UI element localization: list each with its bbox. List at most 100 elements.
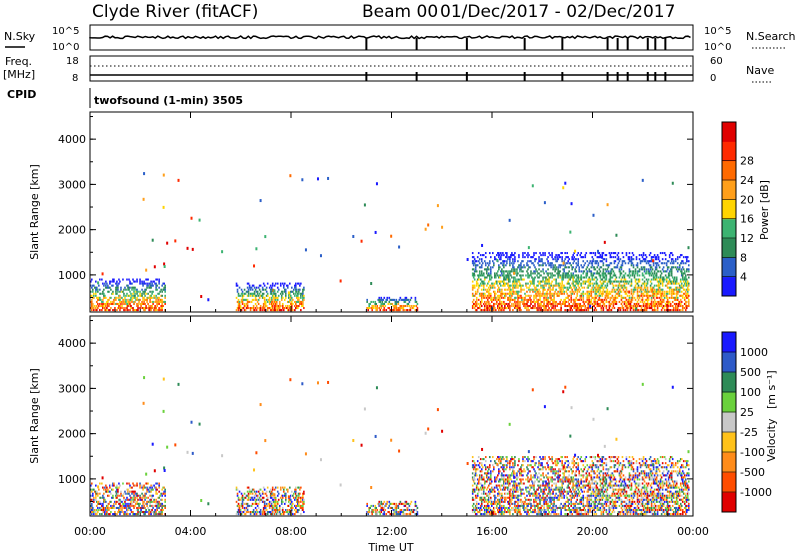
power-echo-cell bbox=[655, 290, 658, 293]
power-echo-cell bbox=[560, 264, 562, 267]
velocity-echo-cell bbox=[116, 500, 118, 503]
power-echo-cell bbox=[596, 302, 599, 305]
power-echo-cell bbox=[510, 298, 512, 301]
power-echo-cell bbox=[564, 302, 566, 305]
velocity-echo-cell bbox=[294, 488, 296, 491]
velocity-echo-cell bbox=[262, 500, 265, 503]
velocity-echo-cell bbox=[247, 511, 250, 514]
velocity-echo-cell bbox=[104, 486, 106, 489]
power-echo-cell bbox=[523, 304, 525, 308]
power-echo-cell bbox=[670, 282, 673, 285]
power-echo-cell bbox=[487, 268, 490, 271]
power-echo-cell bbox=[115, 302, 117, 305]
power-echo-cell bbox=[675, 288, 678, 291]
power-echo-cell bbox=[573, 276, 576, 279]
velocity-echo-cell bbox=[249, 511, 252, 514]
velocity-echo-cell bbox=[481, 486, 484, 489]
power-echo-cell bbox=[599, 266, 602, 269]
power-echo-cell bbox=[628, 252, 631, 255]
power-echo-cell bbox=[506, 282, 508, 285]
velocity-echo-cell bbox=[472, 498, 475, 501]
power-echo-cell bbox=[495, 280, 497, 283]
velocity-echo-cell bbox=[114, 502, 116, 505]
power-echo-cell bbox=[522, 254, 524, 257]
power-echo-cell bbox=[273, 300, 276, 303]
power-echo-cell bbox=[535, 286, 537, 289]
power-echo-cell bbox=[510, 290, 512, 293]
velocity-echo-cell bbox=[90, 504, 92, 507]
power-echo-cell bbox=[676, 262, 679, 265]
power-echo-cell bbox=[546, 278, 548, 281]
velocity-echo-cell bbox=[249, 492, 252, 495]
freq-panel-frame bbox=[89, 55, 694, 82]
power-echo-cell bbox=[409, 307, 412, 310]
power-echo-cell bbox=[513, 280, 515, 283]
power-echo-cell bbox=[565, 300, 567, 303]
power-echo-cell bbox=[300, 292, 302, 295]
power-echo-cell bbox=[642, 266, 645, 269]
power-echo-cell bbox=[553, 292, 555, 295]
power-echo-cell bbox=[534, 272, 536, 275]
power-echo-cell bbox=[488, 294, 491, 297]
velocity-echo-cell bbox=[99, 500, 101, 503]
power-echo-cell bbox=[276, 296, 279, 299]
velocity-echo-cell bbox=[471, 504, 474, 507]
velocity-echo-cell bbox=[271, 502, 274, 505]
power-echo-point bbox=[496, 258, 499, 262]
power-echo-cell bbox=[520, 268, 522, 271]
power-echo-cell bbox=[152, 280, 154, 283]
power-echo-cell bbox=[603, 298, 606, 301]
power-echo-cell bbox=[536, 288, 538, 291]
power-echo-cell bbox=[561, 258, 563, 261]
velocity-echo-cell bbox=[272, 496, 275, 499]
power-echo-cell bbox=[657, 258, 660, 261]
power-echo-cell bbox=[601, 254, 604, 257]
power-echo-cell bbox=[685, 284, 688, 287]
power-echo-cell bbox=[590, 290, 593, 293]
power-echo-cell bbox=[525, 304, 527, 308]
power-echo-cell bbox=[563, 268, 565, 271]
power-echo-cell bbox=[281, 307, 284, 310]
power-echo-cell bbox=[514, 298, 516, 301]
velocity-echo-cell bbox=[93, 511, 95, 514]
power-echo-cell bbox=[636, 294, 639, 297]
velocity-echo-cell bbox=[472, 464, 475, 467]
velocity-echo-cell bbox=[239, 498, 242, 501]
power-echo-cell bbox=[146, 282, 148, 285]
power-echo-cell bbox=[674, 298, 677, 301]
power-echo-cell bbox=[623, 284, 626, 287]
velocity-echo-cell bbox=[475, 500, 478, 503]
velocity-echo-cell bbox=[263, 500, 266, 503]
power-echo-cell bbox=[573, 304, 576, 308]
power-echo-cell bbox=[542, 252, 544, 255]
power-echo-cell bbox=[115, 298, 117, 301]
power-echo-cell bbox=[236, 288, 239, 291]
power-echo-cell bbox=[164, 288, 166, 291]
power-echo-cell bbox=[500, 252, 502, 255]
velocity-echo-cell bbox=[93, 513, 95, 516]
velocity-echo-cell bbox=[137, 508, 139, 512]
velocity-echo-cell bbox=[276, 486, 279, 489]
power-echo-cell bbox=[652, 286, 655, 289]
power-echo-cell bbox=[578, 286, 581, 289]
power-echo-cell bbox=[577, 260, 580, 263]
power-echo-cell bbox=[276, 304, 279, 308]
power-echo-cell bbox=[539, 294, 541, 297]
power-echo-cell bbox=[580, 309, 583, 312]
velocity-echo-cell bbox=[124, 511, 126, 514]
power-echo-cell bbox=[557, 266, 559, 269]
power-echo-cell bbox=[538, 256, 540, 259]
power-echo-cell bbox=[271, 300, 274, 303]
power-echo-cell bbox=[92, 288, 94, 291]
power-echo-cell bbox=[513, 298, 515, 301]
power-echo-cell bbox=[124, 300, 126, 303]
power-echo-cell bbox=[494, 307, 496, 310]
power-echo-cell bbox=[670, 288, 673, 291]
velocity-echo-cell bbox=[406, 502, 409, 505]
power-echo-cell bbox=[562, 278, 564, 281]
power-echo-cell bbox=[474, 260, 477, 263]
power-echo-cell bbox=[142, 298, 144, 301]
power-echo-cell bbox=[90, 290, 92, 293]
velocity-echo-cell bbox=[264, 506, 267, 509]
velocity-echo-cell bbox=[473, 511, 476, 514]
